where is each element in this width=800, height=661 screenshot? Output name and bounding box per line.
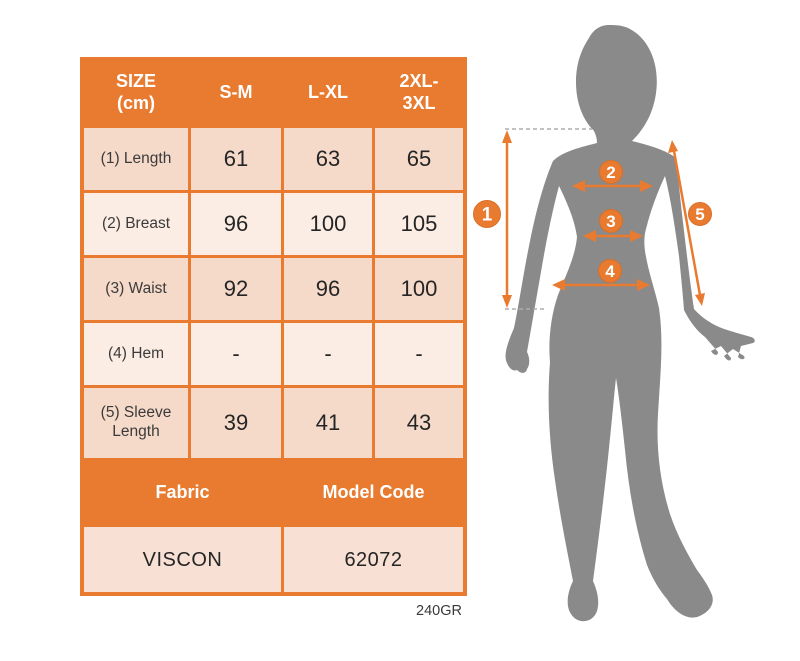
- sleeve-lxl: 41: [284, 388, 372, 458]
- row-breast-label: (2) Breast: [84, 193, 188, 255]
- waist-sm: 92: [191, 258, 281, 320]
- waist-2xl3xl: 100: [375, 258, 463, 320]
- body-silhouette: [505, 25, 755, 622]
- row-waist-label: (3) Waist: [84, 258, 188, 320]
- hip-arrow: [552, 279, 650, 291]
- model-code-value: 62072: [284, 527, 463, 592]
- length-lxl: 63: [284, 128, 372, 190]
- hem-lxl: -: [284, 323, 372, 385]
- fabric-header: Fabric: [84, 461, 281, 524]
- size-table: SIZE (cm) S-M L-XL 2XL-3XL (1) Length 61…: [80, 57, 467, 596]
- row-sleeve-label: (5) Sleeve Length: [84, 388, 188, 458]
- weight-note: 240GR: [416, 603, 462, 619]
- svg-text:2: 2: [606, 163, 615, 182]
- length-2xl3xl: 65: [375, 128, 463, 190]
- svg-text:4: 4: [605, 262, 615, 281]
- row-hem-label: (4) Hem: [84, 323, 188, 385]
- breast-sm: 96: [191, 193, 281, 255]
- marker-2: 2: [599, 160, 623, 184]
- breast-2xl3xl: 105: [375, 193, 463, 255]
- fabric-value: VISCON: [84, 527, 281, 592]
- waist-arrow: [583, 230, 643, 242]
- header-size-lxl: L-XL: [284, 61, 372, 125]
- hem-sm: -: [191, 323, 281, 385]
- sleeve-sm: 39: [191, 388, 281, 458]
- svg-text:3: 3: [606, 212, 615, 231]
- length-arrow: [502, 130, 512, 308]
- sleeve-arrow: [668, 140, 705, 306]
- marker-1: 1: [473, 200, 501, 228]
- header-size-cm: SIZE (cm): [84, 61, 188, 125]
- length-sm: 61: [191, 128, 281, 190]
- marker-4: 4: [598, 259, 622, 283]
- svg-text:5: 5: [695, 205, 704, 224]
- sleeve-2xl3xl: 43: [375, 388, 463, 458]
- measurement-diagram: 1 2 3 4 5: [455, 0, 765, 661]
- header-size-2xl3xl: 2XL-3XL: [375, 61, 463, 125]
- breast-arrow: [572, 180, 653, 192]
- header-size-sm: S-M: [191, 61, 281, 125]
- marker-3: 3: [599, 209, 623, 233]
- svg-text:1: 1: [482, 205, 493, 226]
- row-length-label: (1) Length: [84, 128, 188, 190]
- hem-2xl3xl: -: [375, 323, 463, 385]
- waist-lxl: 96: [284, 258, 372, 320]
- marker-5: 5: [688, 202, 712, 226]
- model-code-header: Model Code: [284, 461, 463, 524]
- breast-lxl: 100: [284, 193, 372, 255]
